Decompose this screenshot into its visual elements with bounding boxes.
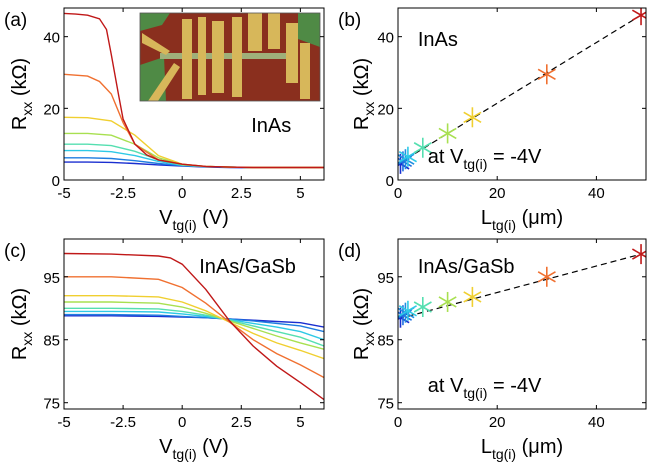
y-tick-label: 85 [43,333,60,350]
series-line-5 [64,301,324,350]
x-tick-label: -2.5 [110,414,136,431]
series-line-8 [64,252,324,401]
x-tick-label: 0 [178,185,186,202]
axes-frame [397,238,647,410]
x-tick-label: -5 [57,414,70,431]
data-point-6 [438,123,457,144]
panel-1: -5 -2.5 0 2.5 5 0 20 40 (a) Vtg(i) (V) Rxx (kΩ) InA… [4,7,325,233]
inset-contact [212,21,224,93]
data-point-5 [413,137,432,158]
x-tick-label: 0 [394,185,402,202]
x-tick-label: 5 [296,185,304,202]
plot-area [398,244,646,328]
data-point-9 [631,244,646,265]
y-tick-label: 75 [43,396,60,413]
panel-label: (d) [338,241,361,262]
data-point-8 [537,266,556,287]
y-tick-label: 85 [377,333,394,350]
y-tick-label: 95 [43,270,60,287]
series-line-8 [64,12,324,169]
inset-contact [232,17,242,97]
inset-contact [286,23,298,83]
data-point-8 [537,64,556,85]
inset-micrograph [139,12,321,102]
panel-3: -5 -2.5 0 2.5 5 75 85 95 (c) Vtg(i) (V) Rxx (kΩ) In… [4,238,325,462]
y-tick-label: 40 [43,30,60,47]
inset-contact [248,13,262,51]
y-tick-label: 0 [386,173,394,190]
x-axis-label: Vtg(i) (V) [159,207,229,233]
fit-line [398,14,642,165]
y-axis-label: Rxx (kΩ) [351,58,377,130]
x-tick-label: 0 [394,414,402,431]
axes-frame [397,7,647,181]
inset-channel [160,53,290,59]
y-tick-label: 75 [377,396,394,413]
data-point-7 [463,286,482,307]
x-tick-label: 2.5 [231,185,252,202]
data-point-4 [398,146,417,167]
material-annotation: InAs/GaSb [418,256,515,278]
inset-contact [300,43,310,99]
x-tick-label: -2.5 [110,185,136,202]
y-tick-label: 95 [377,270,394,287]
data-point-6 [438,291,457,312]
material-annotation: InAs [251,115,291,137]
x-tick-label: 40 [588,185,605,202]
inset-green-region [298,13,320,47]
axes-frame [63,7,325,181]
x-axis-label: Ltg(i) (μm) [481,207,563,233]
data-point-7 [463,107,482,128]
x-tick-label: 20 [489,414,506,431]
inset-contact [268,13,280,49]
inset-green-region [140,13,170,31]
y-tick-label: 20 [43,101,60,118]
x-tick-label: 0 [178,414,186,431]
y-axis-label: Rxx (kΩ) [351,288,377,360]
y-tick-label: 0 [52,173,60,190]
data-point-3 [398,149,415,170]
inset-contact [142,33,170,55]
panel-label: (c) [4,241,26,262]
plot-area [398,8,646,174]
series-line-6 [64,295,324,360]
x-axis-label: Vtg(i) (V) [159,436,229,462]
x-tick-label: -5 [57,185,70,202]
fit-line [398,253,642,320]
y-tick-label: 40 [377,30,394,47]
x-tick-label: 5 [296,414,304,431]
inset-contact [198,17,206,95]
data-point-5 [413,297,432,317]
plot-area [64,12,324,169]
inset-contact [182,19,192,99]
inset-frame [139,12,321,102]
gate-voltage-annotation: at Vtg(i) = -4V [428,146,542,172]
series-line-7 [64,276,324,379]
material-annotation: InAs/GaSb [199,256,296,278]
inset-contact [148,63,180,101]
data-point-4 [398,300,417,321]
gate-voltage-annotation: at Vtg(i) = -4V [428,375,542,401]
x-tick-label: 2.5 [231,414,252,431]
data-point-1 [398,307,410,328]
material-annotation: InAs [418,29,458,51]
x-axis-label: Ltg(i) (μm) [481,436,563,462]
y-tick-label: 20 [377,101,394,118]
axes-frame [63,238,325,410]
x-tick-label: 40 [588,414,605,431]
panel-label: (b) [338,10,361,31]
y-axis-label: Rxx (kΩ) [9,58,35,130]
y-axis-label: Rxx (kΩ) [9,288,35,360]
series-line-4 [64,143,324,169]
plot-area [64,252,324,401]
panel-4: 0 20 40 75 85 95 (d) Ltg(i) (μm) Rxx (kΩ) InAs/Ga… [338,238,647,462]
panel-label: (a) [4,10,27,31]
panel-2: 0 20 40 0 20 40 (b) Ltg(i) (μm) Rxx (kΩ) InAs at V… [338,7,647,233]
x-tick-label: 20 [489,185,506,202]
